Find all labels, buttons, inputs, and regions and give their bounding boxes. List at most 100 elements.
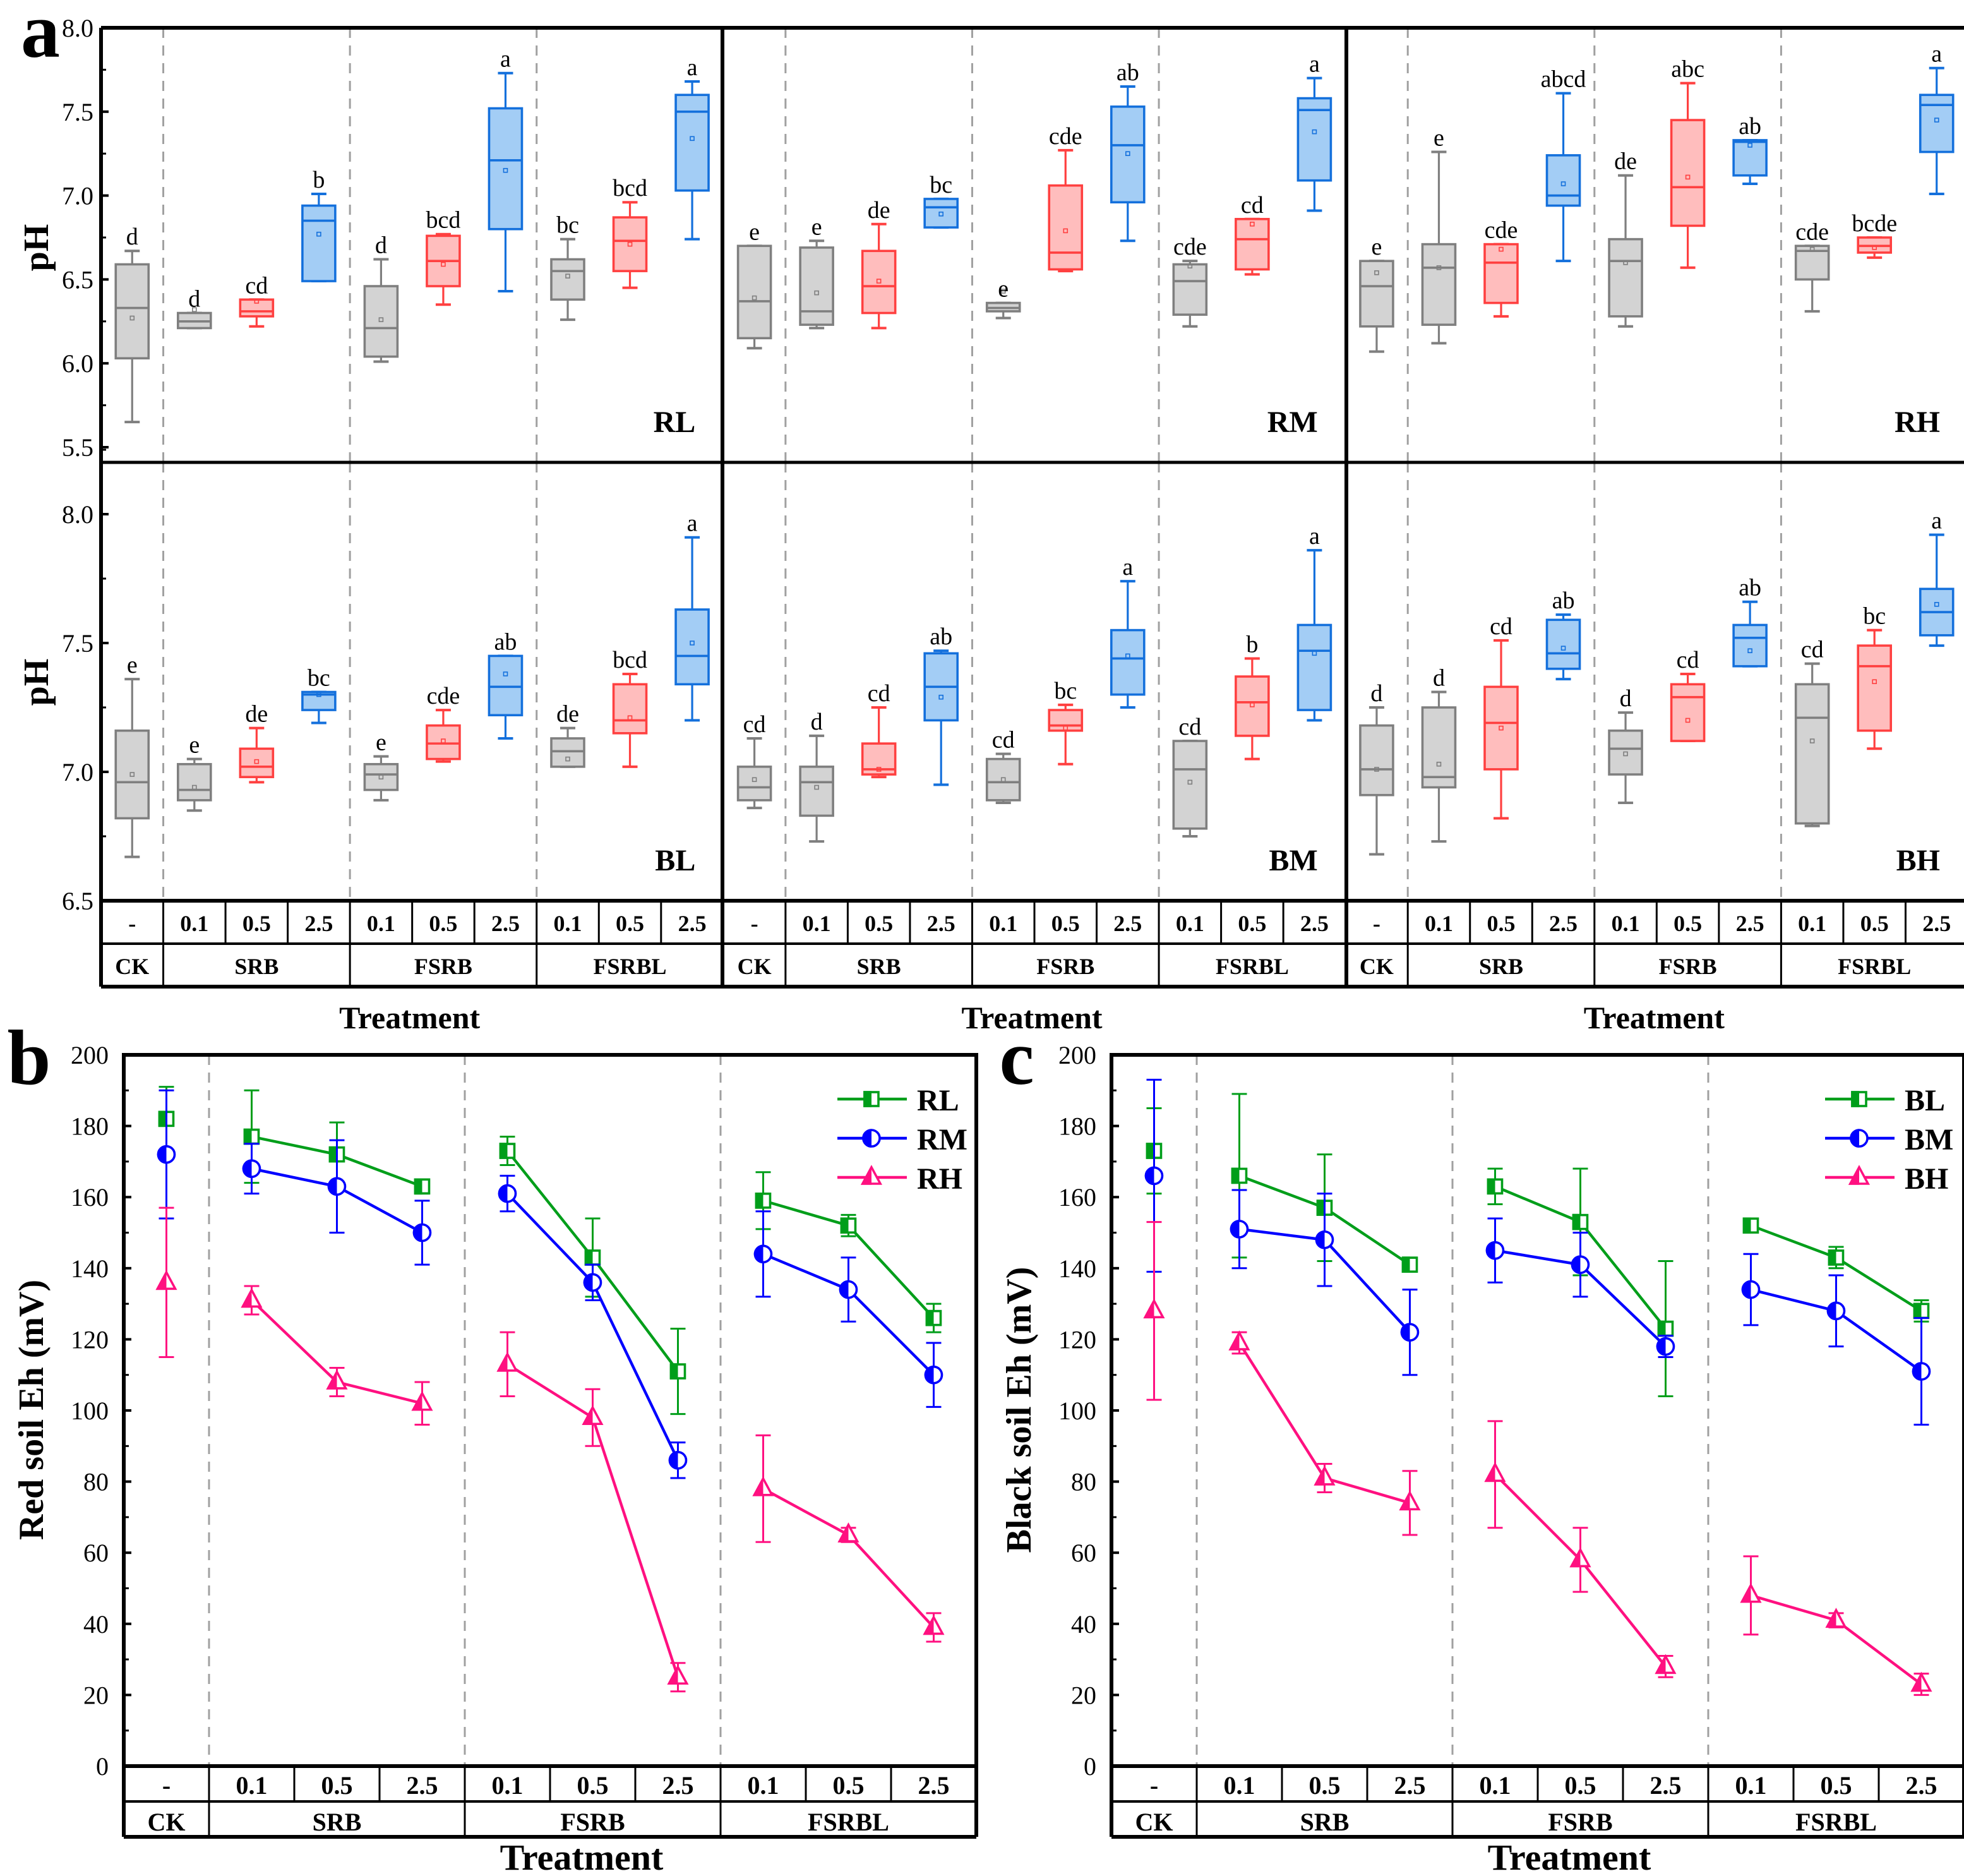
mean-marker xyxy=(1063,725,1069,731)
marker-fill xyxy=(328,1146,337,1163)
significance-letter: ab xyxy=(1739,575,1761,601)
box: bcd xyxy=(612,647,648,768)
x-axis-label: Treatment xyxy=(339,1000,480,1035)
significance-letter: bcd xyxy=(426,207,460,234)
data-point xyxy=(669,1363,686,1380)
box-iqr xyxy=(1235,217,1270,271)
group-label: SRB xyxy=(857,954,901,979)
significance-letter: d xyxy=(1433,665,1445,692)
significance-letter: abcd xyxy=(1541,66,1586,93)
data-point xyxy=(582,1405,604,1426)
mean-marker xyxy=(1312,129,1317,135)
panel-c-black-soil-eh: c Black soil Eh (mV) 0 20 40 60 80 100 120 140 160… xyxy=(999,1014,1964,1876)
mean-marker xyxy=(1560,646,1566,651)
group-label: FSRB xyxy=(1548,1808,1612,1836)
marker-fill xyxy=(668,1451,678,1470)
marker-fill xyxy=(1851,1091,1859,1107)
significance-letter: d xyxy=(1370,680,1382,707)
box: b xyxy=(301,167,337,283)
box-iqr xyxy=(799,246,834,326)
marker-fill xyxy=(1231,1167,1240,1184)
box-iqr xyxy=(363,762,399,791)
box-iqr xyxy=(1421,243,1457,326)
box-iqr xyxy=(1296,623,1332,711)
group-label: FSRB xyxy=(1036,954,1094,979)
marker-fill xyxy=(1400,1323,1410,1342)
marker-fill xyxy=(1569,1547,1581,1568)
dose-label: - xyxy=(128,911,136,936)
y-tick-label: 120 xyxy=(1058,1325,1096,1354)
marker-fill xyxy=(412,1223,422,1242)
legend-marker xyxy=(860,1165,883,1185)
box-iqr xyxy=(488,654,524,717)
dose-label: - xyxy=(1150,1771,1158,1800)
marker-fill xyxy=(1912,1362,1922,1381)
significance-letter: cde xyxy=(1173,234,1207,260)
data-point xyxy=(327,1177,347,1196)
dose-label: 2.5 xyxy=(927,911,955,936)
dose-label: 2.5 xyxy=(1650,1771,1682,1800)
marker-fill xyxy=(326,1369,337,1390)
marker-fill xyxy=(1848,1165,1859,1185)
group-label: FSRBL xyxy=(1838,954,1911,979)
mean-marker xyxy=(1250,702,1255,707)
marker-fill xyxy=(839,1280,849,1299)
mean-marker xyxy=(938,694,943,700)
group-label: SRB xyxy=(313,1808,362,1836)
dose-label: 0.5 xyxy=(1487,911,1516,936)
marker-fill xyxy=(582,1405,593,1426)
y-tick-label: 180 xyxy=(71,1112,109,1141)
dose-label: 0.5 xyxy=(1238,911,1266,936)
panel-a-label: a xyxy=(21,0,60,74)
significance-letter: cd xyxy=(1178,714,1201,740)
marker-fill xyxy=(414,1178,422,1195)
dose-label: 0.5 xyxy=(1565,1771,1596,1800)
significance-letter: d xyxy=(811,709,823,735)
mean-marker xyxy=(1623,751,1628,757)
mean-marker xyxy=(565,756,570,762)
y-tick-label: 60 xyxy=(83,1539,109,1567)
box: a xyxy=(674,510,710,722)
box: a xyxy=(1296,523,1332,722)
box: d xyxy=(799,709,834,843)
box-iqr xyxy=(176,762,212,802)
significance-letter: bc xyxy=(1863,603,1886,630)
box-iqr xyxy=(1857,644,1892,732)
panel-name: RH xyxy=(1895,406,1940,439)
significance-letter: d xyxy=(188,286,200,313)
data-point xyxy=(499,1143,516,1159)
data-point xyxy=(1230,1220,1249,1239)
marker-fill xyxy=(1144,1166,1154,1186)
box: d xyxy=(363,232,399,363)
y-tick-label: 140 xyxy=(1058,1254,1096,1283)
mean-marker xyxy=(1747,648,1752,654)
data-point xyxy=(1657,1320,1674,1337)
marker-fill xyxy=(1826,1301,1836,1321)
marker-fill xyxy=(1399,1490,1410,1511)
mean-marker xyxy=(441,262,446,267)
group-label: CK xyxy=(738,954,772,979)
box-iqr xyxy=(550,737,585,768)
dose-label: 2.5 xyxy=(1906,1771,1937,1800)
y-tick-label: 6.5 xyxy=(62,887,93,915)
data-point xyxy=(1144,1166,1164,1186)
dose-label: 0.1 xyxy=(1425,911,1453,936)
mean-marker xyxy=(1374,270,1379,275)
box: d xyxy=(176,286,212,330)
mean-marker xyxy=(129,772,135,777)
marker-fill xyxy=(923,1614,934,1635)
significance-letter: a xyxy=(687,510,698,537)
dose-label: 2.5 xyxy=(1922,911,1951,936)
significance-letter: b xyxy=(313,167,325,193)
box-iqr xyxy=(1732,139,1768,177)
y-tick-label: 160 xyxy=(1058,1183,1096,1212)
significance-letter: de xyxy=(1614,148,1637,175)
dose-label: 0.5 xyxy=(577,1771,609,1800)
data-point xyxy=(1572,1213,1589,1230)
group-label: CK xyxy=(148,1808,186,1836)
marker-fill xyxy=(1656,1337,1666,1356)
y-tick-label: 120 xyxy=(71,1325,109,1354)
significance-letter: cd xyxy=(245,272,268,299)
data-point xyxy=(1655,1654,1677,1675)
marker-fill xyxy=(755,1193,763,1209)
